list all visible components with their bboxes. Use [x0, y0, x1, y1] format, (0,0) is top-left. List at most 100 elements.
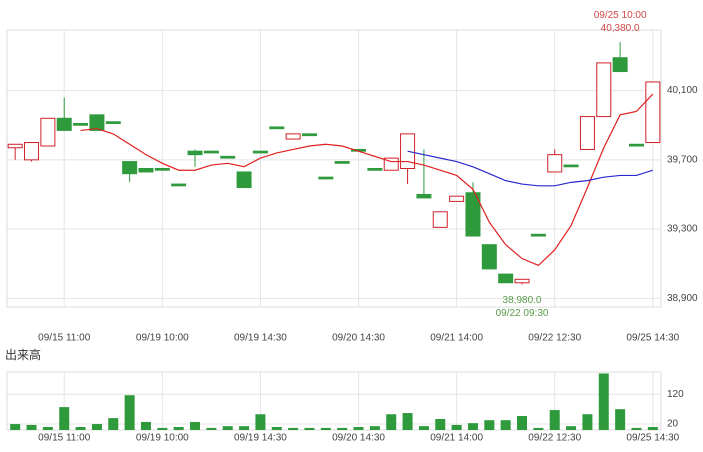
x-tick-label: 09/15 11:00 — [38, 333, 91, 344]
volume-bar — [435, 418, 446, 430]
volume-bar — [467, 423, 478, 430]
volume-bar — [190, 421, 201, 430]
annotation-value: 40,380.0 — [601, 23, 640, 34]
candle-body — [465, 192, 481, 237]
candle-body — [579, 116, 595, 150]
candle-body — [154, 168, 170, 171]
candle-body — [563, 164, 579, 168]
x-tick-label: 09/19 14:30 — [234, 433, 287, 444]
volume-bar — [631, 427, 642, 430]
candle-body — [7, 143, 23, 149]
volume-bar — [157, 427, 168, 430]
volume-bar — [402, 413, 413, 430]
volume-bar — [615, 409, 626, 430]
candle-body — [318, 176, 334, 180]
candle-body — [596, 62, 612, 118]
candle-body — [40, 117, 56, 147]
candle-body — [236, 171, 252, 189]
candle-body — [203, 150, 219, 154]
annotation-time: 09/25 10:00 — [594, 10, 647, 21]
volume-bar — [255, 414, 266, 430]
y-tick-label: 39,700 — [667, 154, 698, 165]
volume-bar — [222, 426, 233, 430]
x-tick-label: 09/15 11:00 — [38, 433, 91, 444]
volume-bar — [124, 395, 135, 430]
annotation-value: 38,980.0 — [503, 295, 542, 306]
candle-body — [449, 195, 465, 202]
volume-bar — [239, 426, 250, 430]
candle-body — [645, 81, 661, 144]
y-tick-label: 40,100 — [667, 85, 698, 96]
candle-body — [187, 150, 203, 156]
volume-bar — [418, 426, 429, 430]
volume-frame — [6, 371, 662, 431]
candle-body — [220, 155, 236, 159]
candle-body — [56, 117, 72, 131]
volume-bar — [173, 427, 184, 430]
candle-body — [481, 244, 497, 270]
moving-average-line — [407, 150, 654, 187]
candle-body — [301, 133, 317, 137]
volume-bar — [647, 427, 658, 430]
candle-body — [432, 211, 448, 228]
candle-body — [530, 233, 546, 237]
volume-bar — [337, 427, 348, 430]
volume-bar — [386, 414, 397, 430]
candle-body — [122, 161, 138, 175]
volume-bar — [26, 424, 37, 430]
candle-body — [252, 150, 268, 154]
candle-body — [89, 114, 105, 131]
candle-body — [334, 161, 350, 164]
volume-bar — [91, 424, 102, 430]
candle-body — [498, 273, 514, 284]
volume-bar — [10, 424, 21, 430]
volume-title: 出来高 — [5, 347, 41, 362]
volume-bar — [484, 420, 495, 430]
candle-body — [171, 183, 187, 187]
y-tick-label: 39,300 — [667, 224, 698, 235]
volume-bar — [533, 427, 544, 430]
volume-bar — [42, 427, 53, 430]
y-tick-label: 120 — [667, 389, 684, 400]
volume-bar — [304, 427, 315, 430]
candle-body — [269, 126, 285, 130]
volume-bar — [353, 427, 364, 430]
x-tick-label: 09/22 12:30 — [528, 333, 581, 344]
x-tick-label: 09/20 14:30 — [332, 433, 385, 444]
volume-bar — [206, 427, 217, 430]
candle-body — [285, 133, 301, 140]
moving-average-line — [80, 93, 654, 267]
x-tick-label: 09/21 14:00 — [430, 433, 483, 444]
plot-frame — [6, 29, 662, 308]
volume-bar — [140, 421, 151, 430]
x-tick-label: 09/19 10:00 — [136, 333, 189, 344]
volume-bar — [566, 426, 577, 430]
y-tick-label: 38,900 — [667, 293, 698, 304]
volume-bar — [271, 427, 282, 430]
candle-body — [628, 143, 644, 147]
x-tick-label: 09/25 14:30 — [626, 333, 679, 344]
x-tick-label: 09/19 10:00 — [136, 433, 189, 444]
volume-bar — [549, 410, 560, 430]
candle-body — [367, 168, 383, 171]
volume-bar — [517, 416, 528, 430]
volume-bar — [598, 373, 609, 430]
candle-body — [612, 57, 628, 73]
candle-body — [24, 142, 40, 161]
volume-bar — [369, 426, 380, 430]
volume-bar — [500, 420, 511, 430]
x-tick-label: 09/21 14:00 — [430, 333, 483, 344]
candle-body — [138, 168, 154, 173]
candle-body — [416, 193, 432, 199]
annotation-time: 09/22 09:30 — [496, 308, 549, 319]
volume-bar — [75, 427, 86, 430]
x-tick-label: 09/22 12:30 — [528, 433, 581, 444]
x-tick-label: 09/20 14:30 — [332, 333, 385, 344]
volume-bar — [320, 427, 331, 430]
volume-bar — [582, 414, 593, 430]
volume-bar — [451, 424, 462, 430]
x-tick-label: 09/19 14:30 — [234, 333, 287, 344]
candle-body — [73, 122, 89, 126]
y-tick-label: 20 — [667, 419, 679, 430]
